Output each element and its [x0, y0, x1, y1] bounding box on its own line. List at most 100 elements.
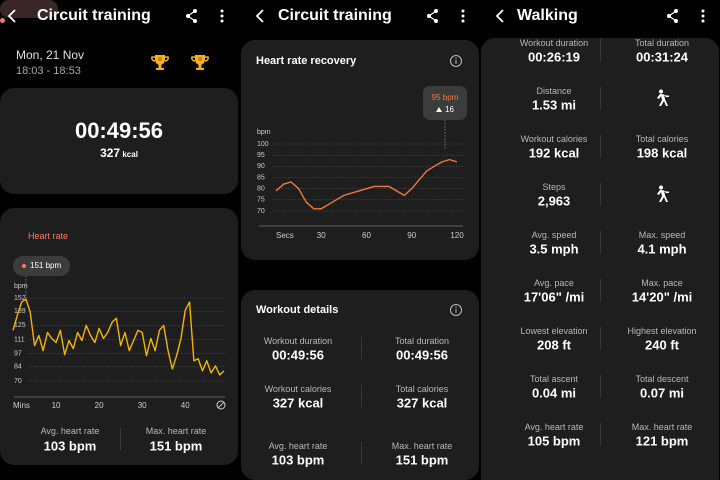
y-tick-label: 152 — [14, 295, 26, 302]
stat-label: Distance — [536, 86, 572, 96]
stat-value: 327 kcal — [396, 395, 448, 411]
tooltip-bpm: 95 bpm — [432, 93, 459, 102]
stat-label: Max. heart rate — [145, 426, 207, 436]
walking-icon — [657, 185, 669, 202]
card — [0, 88, 238, 194]
stat-value: 208 ft — [537, 337, 571, 353]
zoom-icon[interactable] — [216, 400, 226, 410]
divider — [361, 337, 362, 359]
stat-label: Workout calories — [520, 134, 588, 144]
y-tick-label: 100 — [257, 141, 269, 148]
tooltip — [13, 256, 70, 276]
y-tick-label: 125 — [14, 322, 26, 329]
stat-value: 00:49:56 — [395, 347, 449, 363]
stat-value: 151 bpm — [395, 452, 449, 468]
share-button[interactable] — [185, 8, 199, 24]
stat-label: Total calories — [635, 134, 689, 144]
stat-label: Total duration — [634, 38, 690, 48]
stat-label: Max. speed — [638, 230, 686, 240]
back-button[interactable] — [493, 8, 507, 24]
info-button[interactable] — [449, 303, 463, 317]
divider — [600, 135, 601, 157]
stat-value: 192 kcal — [528, 145, 580, 161]
y-tick-label: 97 — [14, 351, 22, 358]
divider — [600, 183, 601, 205]
tooltip — [423, 86, 467, 120]
stat-label: Workout calories — [264, 384, 332, 394]
x-tick-label: 90 — [407, 231, 416, 240]
y-tick-label: 85 — [257, 174, 265, 181]
stat-value: 1.53 mi — [531, 97, 577, 113]
time: 18:03 - 18:53 — [16, 65, 81, 77]
x-tick-label: 40 — [181, 401, 190, 410]
divider — [600, 87, 601, 109]
divider — [600, 375, 601, 397]
stat-value: 14'20" /mi — [631, 289, 693, 305]
stat-label: Avg. pace — [534, 278, 574, 288]
date: Mon, 21 Nov — [16, 48, 85, 62]
stat-label: Steps — [542, 182, 566, 192]
back-button[interactable] — [5, 8, 19, 24]
tooltip-change: 16 — [445, 105, 454, 114]
share-button[interactable] — [666, 8, 680, 24]
trophy-icon — [151, 55, 169, 70]
workout-screen: Circuit training Mon, 21 Nov 18:03 - 18:53… — [0, 0, 238, 480]
more-button[interactable] — [700, 8, 706, 24]
stat-label: Highest elevation — [627, 326, 697, 336]
stat-label: Max. heart rate — [631, 422, 693, 432]
divider — [120, 428, 121, 450]
chart-title: Heart rate — [27, 231, 69, 241]
back-button[interactable] — [253, 8, 267, 24]
calories: 327 kcal — [100, 144, 138, 162]
y-tick-label: 70 — [14, 378, 22, 385]
up-arrow — [436, 107, 442, 112]
stat-value: 198 kcal — [636, 145, 688, 161]
info-button[interactable] — [449, 54, 463, 68]
divider — [600, 39, 601, 61]
stat-value: 103 bpm — [43, 438, 97, 454]
y-tick-label: 84 — [14, 364, 22, 371]
stat-value: 103 bpm — [271, 452, 325, 468]
x-tick-label: 30 — [138, 401, 147, 410]
stat-value: 0.07 mi — [639, 385, 685, 401]
y-tick-label: 70 — [257, 208, 265, 215]
y-tick-label: 95 — [257, 152, 265, 159]
y-tick-label: 90 — [257, 163, 265, 170]
more-button[interactable] — [219, 8, 225, 24]
stat-value: 2,963 — [537, 193, 571, 209]
stat-label: Lowest elevation — [520, 326, 588, 336]
data-line — [12, 298, 225, 376]
y-axis-label: bpm — [14, 283, 28, 290]
stat-label: Total ascent — [529, 374, 579, 384]
chart: bpm 100 95 90 85 80 75 70 Secs 30 60 90 120 95 bpm 16 — [257, 86, 467, 240]
stat-value: 00:31:24 — [635, 49, 689, 65]
stat-value: 327 kcal — [272, 395, 324, 411]
stat-value: 0.04 mi — [531, 385, 577, 401]
workout-screen: Circuit training Heart rate recovery bpm 10… — [241, 0, 479, 480]
divider — [600, 423, 601, 445]
stat-label: Max. heart rate — [391, 441, 453, 451]
stat-label: Workout duration — [263, 336, 333, 346]
workout-duration: 00:49:56 — [74, 118, 164, 143]
screen-title: Walking — [517, 7, 578, 24]
walking-icon — [657, 89, 669, 106]
stat-value: 00:49:56 — [271, 347, 325, 363]
y-tick-label: 80 — [257, 186, 265, 193]
more-button[interactable] — [460, 8, 466, 24]
stat-label: Avg. heart rate — [268, 441, 328, 451]
stat-label: Max. pace — [641, 278, 683, 288]
x-tick-label: Mins — [13, 401, 30, 410]
stat-value: 105 bpm — [527, 433, 581, 449]
divider — [361, 442, 362, 464]
stat-label: Total duration — [394, 336, 450, 346]
x-tick-label: 60 — [362, 231, 371, 240]
card — [241, 290, 479, 480]
stat-value: 17'06" /mi — [523, 289, 585, 305]
share-button[interactable] — [426, 8, 440, 24]
stat-label: Avg. speed — [531, 230, 577, 240]
tooltip-dot — [22, 264, 26, 268]
walking-screen: Walking Workout duration 00:26:19 Total dur… — [481, 0, 719, 480]
stat-label: Avg. heart rate — [40, 426, 100, 436]
card-title: Workout details — [256, 304, 339, 316]
